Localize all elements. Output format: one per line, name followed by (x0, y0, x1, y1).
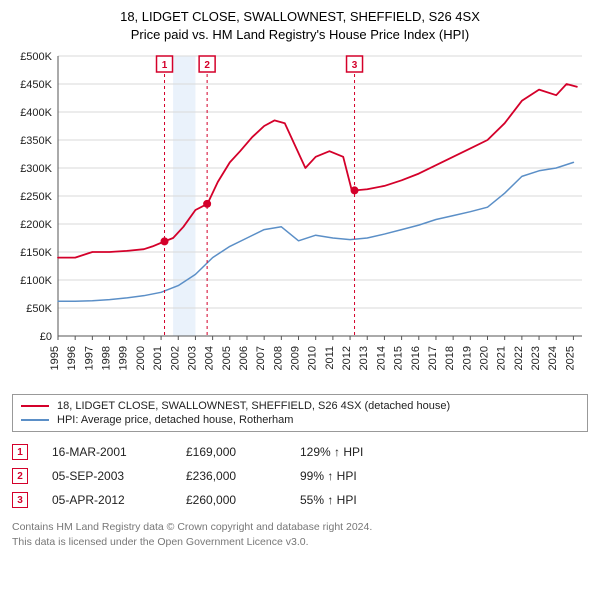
x-tick-label: 2025 (564, 346, 576, 370)
x-tick-label: 2016 (410, 346, 422, 370)
x-tick-label: 2007 (255, 346, 267, 370)
x-tick-label: 2015 (393, 346, 405, 370)
x-tick-label: 2017 (427, 346, 439, 370)
sale-price: £236,000 (186, 469, 276, 483)
y-tick-label: £200K (20, 219, 52, 231)
sale-marker-number: 3 (352, 60, 358, 71)
x-tick-label: 2004 (204, 346, 216, 370)
y-tick-label: £350K (20, 135, 52, 147)
title-line-1: 18, LIDGET CLOSE, SWALLOWNEST, SHEFFIELD… (12, 8, 588, 26)
legend-row: HPI: Average price, detached house, Roth… (21, 413, 579, 427)
footnote-line-2: This data is licensed under the Open Gov… (12, 535, 588, 549)
x-tick-label: 2002 (169, 346, 181, 370)
x-tick-label: 2014 (375, 346, 387, 370)
sale-hpi: 99% ↑ HPI (300, 469, 410, 483)
y-tick-label: £250K (20, 191, 52, 203)
x-tick-label: 2013 (358, 346, 370, 370)
x-tick-label: 1999 (118, 346, 130, 370)
chart-svg: £0 £50K £100K £150K £200K £250K £300K £350K £400… (12, 50, 588, 390)
sales-row: 2 05-SEP-2003 £236,000 99% ↑ HPI (12, 464, 588, 488)
legend-box: 18, LIDGET CLOSE, SWALLOWNEST, SHEFFIELD… (12, 394, 588, 432)
y-tick-label: £450K (20, 79, 52, 91)
legend-row: 18, LIDGET CLOSE, SWALLOWNEST, SHEFFIELD… (21, 399, 579, 413)
sale-marker-number: 2 (204, 60, 210, 71)
sale-marker-icon: 1 (12, 444, 28, 460)
y-tick-label: £50K (26, 303, 52, 315)
sale-point (161, 238, 169, 246)
sale-hpi: 129% ↑ HPI (300, 445, 410, 459)
x-tick-label: 2005 (221, 346, 233, 370)
sales-row: 3 05-APR-2012 £260,000 55% ↑ HPI (12, 488, 588, 512)
x-tick-label: 2020 (479, 346, 491, 370)
sale-date: 05-SEP-2003 (52, 469, 162, 483)
sale-point (203, 200, 211, 208)
x-tick-label: 2008 (272, 346, 284, 370)
x-tick-label: 2000 (135, 346, 147, 370)
legend-swatch (21, 405, 49, 407)
y-tick-label: £500K (20, 51, 52, 63)
sale-hpi: 55% ↑ HPI (300, 493, 410, 507)
x-tick-label: 1995 (49, 346, 61, 370)
x-tick-label: 1997 (83, 346, 95, 370)
chart-area: £0 £50K £100K £150K £200K £250K £300K £350K £400… (12, 50, 588, 390)
sale-marker-icon: 2 (12, 468, 28, 484)
sale-price: £169,000 (186, 445, 276, 459)
x-tick-label: 1996 (66, 346, 78, 370)
y-tick-label: £300K (20, 163, 52, 175)
x-tick-label: 2012 (341, 346, 353, 370)
legend-label: 18, LIDGET CLOSE, SWALLOWNEST, SHEFFIELD… (57, 400, 450, 412)
sale-point (351, 187, 359, 195)
sales-table: 1 16-MAR-2001 £169,000 129% ↑ HPI 2 05-SEP-20… (12, 440, 588, 512)
sale-marker-icon: 3 (12, 492, 28, 508)
title-line-2: Price paid vs. HM Land Registry's House … (12, 26, 588, 44)
x-tick-label: 2011 (324, 346, 336, 370)
x-tick-label: 2010 (307, 346, 319, 370)
sale-marker-number: 1 (162, 60, 168, 71)
y-tick-label: £0 (40, 331, 52, 343)
x-tick-label: 2006 (238, 346, 250, 370)
y-tick-label: £150K (20, 247, 52, 259)
sale-date: 16-MAR-2001 (52, 445, 162, 459)
y-tick-label: £100K (20, 275, 52, 287)
x-tick-label: 2003 (186, 346, 198, 370)
page-container: 18, LIDGET CLOSE, SWALLOWNEST, SHEFFIELD… (0, 0, 600, 561)
y-tick-label: £400K (20, 107, 52, 119)
x-tick-label: 2009 (290, 346, 302, 370)
legend-label: HPI: Average price, detached house, Roth… (57, 414, 293, 426)
x-tick-label: 1998 (101, 346, 113, 370)
x-tick-label: 2018 (444, 346, 456, 370)
footnote-line-1: Contains HM Land Registry data © Crown c… (12, 520, 588, 534)
x-tick-label: 2001 (152, 346, 164, 370)
sale-price: £260,000 (186, 493, 276, 507)
x-tick-label: 2024 (547, 346, 559, 370)
x-tick-label: 2021 (496, 346, 508, 370)
footnote: Contains HM Land Registry data © Crown c… (12, 520, 588, 548)
x-tick-label: 2022 (513, 346, 525, 370)
legend-swatch (21, 419, 49, 421)
x-tick-label: 2019 (461, 346, 473, 370)
chart-title-block: 18, LIDGET CLOSE, SWALLOWNEST, SHEFFIELD… (12, 8, 588, 44)
sale-date: 05-APR-2012 (52, 493, 162, 507)
x-tick-label: 2023 (530, 346, 542, 370)
sales-row: 1 16-MAR-2001 £169,000 129% ↑ HPI (12, 440, 588, 464)
